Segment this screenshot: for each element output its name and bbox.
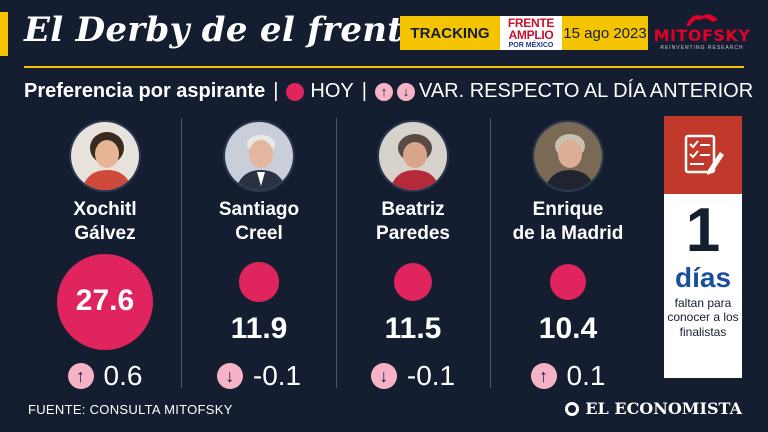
subtitle-main: Preferencia por aspirante [24,80,266,102]
bubble-value-label: 11.9 [230,312,288,345]
person-portrait-icon [534,122,602,190]
column-separator [181,118,182,388]
avatar-enrique [532,120,604,192]
avatar-santiago [223,120,295,192]
variation-value: 0.1 [566,360,606,391]
candidate-card: Xochitl Gálvez [30,120,180,246]
avatar-beatriz [377,120,449,192]
brand-logo: EL ECONOMISTA [565,399,742,418]
date-label: 15 ago 2023 [563,24,647,42]
mitofsky-emblem-icon [686,14,718,26]
up-arrow-icon: ↑ [67,363,94,389]
candidate-name-line2: de la Madrid [512,222,624,244]
legend-up-arrow-icon: ↑ [374,82,393,101]
candidate-card: Santiago Creel [184,120,334,246]
chart-subtitle: Preferencia por aspirante | HOY | ↑ ↓ VA… [24,80,753,103]
person-portrait-icon [379,122,447,190]
mitofsky-tagline: REINVENTING RESEARCH [660,45,744,51]
frente-logo-line3: POR MÉXICO [508,42,554,49]
frente-logo-line1: FRENTE [507,16,555,30]
bubble-value-label: 10.4 [538,312,598,345]
frente-amplio-logo: FRENTE AMPLIO POR MÉXICO [500,16,562,50]
bubble-value-label: 11.5 [384,312,442,345]
subtitle-separator-1: | [273,80,279,102]
candidate-card: Beatriz Paredes [338,120,488,246]
frente-logo-line2: AMPLIO [508,28,554,42]
person-portrait-icon [225,122,293,190]
legend-hoy-label: HOY [310,80,354,102]
checklist-icon [664,116,742,194]
variation-row: ↓ -0.1 [338,360,488,392]
countdown-unit: días [674,262,732,293]
mitofsky-name: MITOFSKY [653,26,751,45]
countdown-number: 1 [685,196,721,265]
candidate-name-line2: Gálvez [74,222,136,244]
candidate-name-line2: Creel [235,222,283,244]
candidate-card: Enrique de la Madrid [493,120,643,246]
legend-var-label: VAR. RESPECTO AL DÍA ANTERIOR [418,80,754,102]
el-economista-mark-icon [565,401,580,416]
variation-row: ↑ 0.6 [30,360,180,392]
candidate-name-line1: Santiago [218,199,300,220]
variation-value: 0.6 [103,360,143,391]
title-accent-strip [0,12,8,56]
bubble-mark [239,262,279,302]
candidate-name-line1: Beatriz [381,199,445,220]
down-arrow-icon: ↓ [216,363,243,389]
bubble-mark [393,262,433,302]
variation-row: ↑ 0.1 [493,360,643,392]
mitofsky-logo: MITOFSKY REINVENTING RESEARCH [652,10,752,56]
legend-down-arrow-icon: ↓ [396,82,415,101]
header-divider [24,66,744,68]
variation-row: ↓ -0.1 [184,360,334,392]
bubble-mark [57,254,153,350]
bubble-mark [549,263,587,301]
bubble-value-label: 27.6 [75,284,135,317]
checklist-drawing [684,134,724,175]
column-separator [336,118,337,388]
up-arrow-icon: ↑ [530,363,557,389]
candidate-name-line2: Paredes [376,222,450,244]
person-portrait-icon [71,122,139,190]
candidate-name-line1: Enrique [532,199,604,220]
countdown-text: faltan para conocer a los finalistas [667,296,739,339]
column-separator [490,118,491,388]
source-note: FUENTE: CONSULTA MITOFSKY [28,402,233,417]
avatar-xochitl [69,120,141,192]
variation-value: -0.1 [406,360,456,391]
countdown-panel: 1 días faltan para conocer a los finalis… [664,116,742,378]
tracking-banner: TRACKING FRENTE AMPLIO POR MÉXICO 15 ago… [400,16,648,50]
brand-name: EL ECONOMISTA [585,399,742,418]
variation-value: -0.1 [252,360,302,391]
candidate-name-line1: Xochitl [73,199,137,220]
page-title: El Derby de el frente [24,10,426,50]
down-arrow-icon: ↓ [370,363,397,389]
legend-hoy-dot-icon [286,82,305,101]
subtitle-separator-2: | [361,80,367,102]
tracking-label: TRACKING [410,24,490,42]
